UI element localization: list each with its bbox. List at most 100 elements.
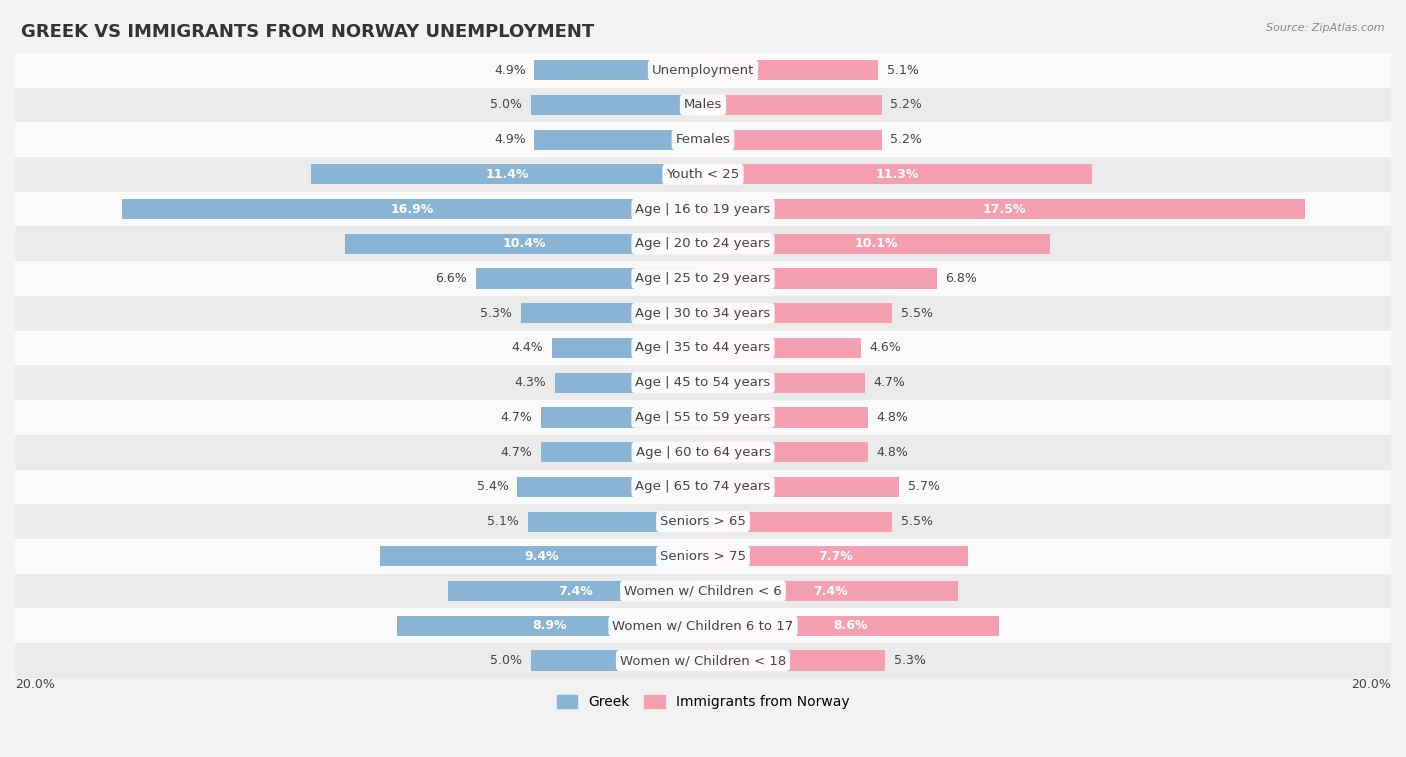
Text: 11.4%: 11.4% [485,168,529,181]
Bar [703,547,967,566]
Text: 5.2%: 5.2% [890,133,922,146]
Text: Women w/ Children 6 to 17: Women w/ Children 6 to 17 [613,619,793,632]
Bar [15,53,1391,88]
Bar [703,164,1091,185]
Text: Women w/ Children < 6: Women w/ Children < 6 [624,584,782,597]
Text: Youth < 25: Youth < 25 [666,168,740,181]
Text: Age | 20 to 24 years: Age | 20 to 24 years [636,238,770,251]
Text: Unemployment: Unemployment [652,64,754,76]
Text: 5.0%: 5.0% [491,654,523,667]
Bar [477,269,703,288]
Bar [703,304,893,323]
Bar [15,261,1391,296]
Bar [15,366,1391,400]
Text: Age | 55 to 59 years: Age | 55 to 59 years [636,411,770,424]
Text: Age | 45 to 54 years: Age | 45 to 54 years [636,376,770,389]
Bar [517,477,703,497]
Bar [527,512,703,531]
Bar [534,60,703,80]
Text: Age | 25 to 29 years: Age | 25 to 29 years [636,272,770,285]
Text: 17.5%: 17.5% [983,203,1026,216]
Bar [15,123,1391,157]
Bar [15,469,1391,504]
Bar [531,650,703,671]
Bar [703,581,957,601]
Bar [15,226,1391,261]
Text: 5.4%: 5.4% [477,481,509,494]
Text: 5.2%: 5.2% [890,98,922,111]
Bar [703,477,898,497]
Bar [15,331,1391,366]
Text: 20.0%: 20.0% [1351,678,1391,691]
Text: 5.1%: 5.1% [486,515,519,528]
Bar [703,442,868,463]
Bar [555,372,703,393]
Bar [346,234,703,254]
Bar [531,95,703,115]
Bar [15,504,1391,539]
Bar [396,615,703,636]
Text: Age | 30 to 34 years: Age | 30 to 34 years [636,307,770,319]
Text: 16.9%: 16.9% [391,203,434,216]
Bar [541,407,703,428]
Text: Males: Males [683,98,723,111]
Bar [15,643,1391,678]
Text: Females: Females [675,133,731,146]
Text: 5.5%: 5.5% [901,515,932,528]
Legend: Greek, Immigrants from Norway: Greek, Immigrants from Norway [551,690,855,715]
Text: 7.4%: 7.4% [813,584,848,597]
Bar [703,512,893,531]
Text: 4.8%: 4.8% [877,446,908,459]
Bar [703,650,886,671]
Bar [703,269,936,288]
Text: Seniors > 75: Seniors > 75 [659,550,747,563]
Bar [380,547,703,566]
Text: 4.7%: 4.7% [501,446,533,459]
Bar [15,157,1391,192]
Text: 4.9%: 4.9% [494,133,526,146]
Text: Seniors > 65: Seniors > 65 [659,515,747,528]
Bar [520,304,703,323]
Text: 9.4%: 9.4% [524,550,558,563]
Text: Age | 60 to 64 years: Age | 60 to 64 years [636,446,770,459]
Bar [15,400,1391,435]
Text: 5.3%: 5.3% [481,307,512,319]
Bar [703,615,998,636]
Bar [551,338,703,358]
Text: 5.1%: 5.1% [887,64,920,76]
Text: 4.7%: 4.7% [873,376,905,389]
Text: 4.9%: 4.9% [494,64,526,76]
Text: 4.3%: 4.3% [515,376,547,389]
Bar [703,199,1305,220]
Text: Age | 16 to 19 years: Age | 16 to 19 years [636,203,770,216]
Text: 5.3%: 5.3% [894,654,925,667]
Text: 4.6%: 4.6% [870,341,901,354]
Text: 6.6%: 6.6% [436,272,467,285]
Text: 8.6%: 8.6% [834,619,868,632]
Bar [541,442,703,463]
Bar [703,372,865,393]
Bar [15,88,1391,123]
Text: Age | 35 to 44 years: Age | 35 to 44 years [636,341,770,354]
Bar [15,192,1391,226]
Text: Age | 65 to 74 years: Age | 65 to 74 years [636,481,770,494]
Text: Women w/ Children < 18: Women w/ Children < 18 [620,654,786,667]
Bar [703,234,1050,254]
Bar [15,574,1391,609]
Text: 5.7%: 5.7% [908,481,939,494]
Text: 8.9%: 8.9% [533,619,567,632]
Text: 5.0%: 5.0% [491,98,523,111]
Text: 6.8%: 6.8% [945,272,977,285]
Bar [15,296,1391,331]
Text: 7.4%: 7.4% [558,584,593,597]
Text: 4.7%: 4.7% [501,411,533,424]
Text: 20.0%: 20.0% [15,678,55,691]
Bar [15,435,1391,469]
Text: Source: ZipAtlas.com: Source: ZipAtlas.com [1267,23,1385,33]
Text: 4.8%: 4.8% [877,411,908,424]
Bar [15,539,1391,574]
Bar [703,407,868,428]
Bar [703,60,879,80]
Bar [703,95,882,115]
Text: 5.5%: 5.5% [901,307,932,319]
